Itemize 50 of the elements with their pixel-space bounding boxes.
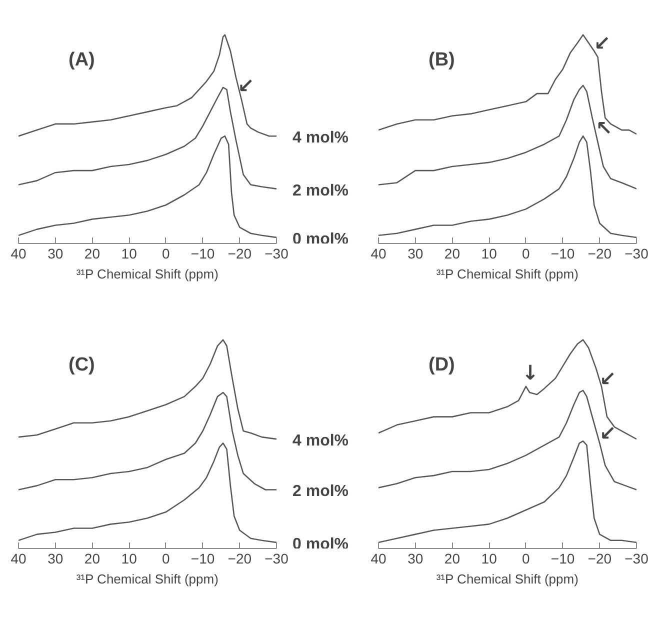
- x-tick-label: −10: [190, 246, 215, 262]
- x-tick-label: −20: [228, 550, 252, 566]
- x-axis-title: ³¹P Chemical Shift (ppm): [76, 572, 218, 586]
- x-axis-title: ³¹P Chemical Shift (ppm): [436, 266, 578, 282]
- x-tick-label: 30: [408, 550, 424, 566]
- annotation: ↙: [599, 421, 616, 446]
- x-tick-label: 10: [481, 246, 498, 262]
- x-tick-label: −20: [588, 246, 612, 262]
- annotation: ↖: [596, 116, 612, 140]
- series-label: 4 mol%: [292, 432, 349, 450]
- x-tick-label: 10: [121, 246, 138, 262]
- text: (B): [428, 50, 455, 70]
- x-tick-label: 40: [10, 550, 26, 566]
- x-tick-label: 0: [162, 246, 170, 262]
- x-tick-label: −10: [550, 550, 575, 566]
- x-tick-label: −10: [550, 246, 575, 262]
- x-tick-label: 40: [370, 246, 386, 262]
- text: (C): [68, 354, 95, 376]
- series-label: 2 mol%: [292, 182, 349, 200]
- x-tick-label: 20: [444, 550, 460, 566]
- x-tick-label: 0: [522, 246, 530, 262]
- x-tick-label: −30: [264, 550, 289, 566]
- x-tick-label: 10: [481, 550, 498, 566]
- x-tick-label: 10: [121, 550, 138, 566]
- x-tick-label: 40: [370, 550, 386, 566]
- x-tick-label: 30: [408, 246, 424, 262]
- x-tick-label: −10: [190, 550, 215, 566]
- x-tick-label: 40: [10, 246, 26, 262]
- x-tick-label: −30: [264, 246, 289, 262]
- series-label: 2 mol%: [292, 483, 349, 500]
- annotation: ↓: [522, 360, 539, 384]
- x-tick-label: −20: [228, 246, 252, 262]
- x-tick-label: −30: [624, 550, 649, 566]
- annotation: ↙: [599, 366, 616, 390]
- x-tick-label: 30: [48, 550, 64, 566]
- x-tick-label: 0: [522, 550, 530, 566]
- x-tick-label: 0: [162, 550, 170, 566]
- x-tick-label: 30: [48, 246, 64, 262]
- annotation: ↙: [594, 31, 611, 56]
- series-label: 4 mol%: [292, 130, 349, 147]
- text: (D): [428, 354, 455, 376]
- x-tick-label: 20: [444, 246, 460, 262]
- annotation: ↙: [237, 74, 254, 98]
- x-tick-label: 20: [84, 246, 100, 262]
- text: (A): [68, 50, 95, 70]
- x-axis-title: ³¹P Chemical Shift (ppm): [76, 266, 218, 282]
- x-tick-label: −30: [624, 246, 649, 262]
- x-axis-title: ³¹P Chemical Shift (ppm): [436, 572, 578, 586]
- x-tick-label: −20: [588, 550, 612, 566]
- x-tick-label: 20: [84, 550, 100, 566]
